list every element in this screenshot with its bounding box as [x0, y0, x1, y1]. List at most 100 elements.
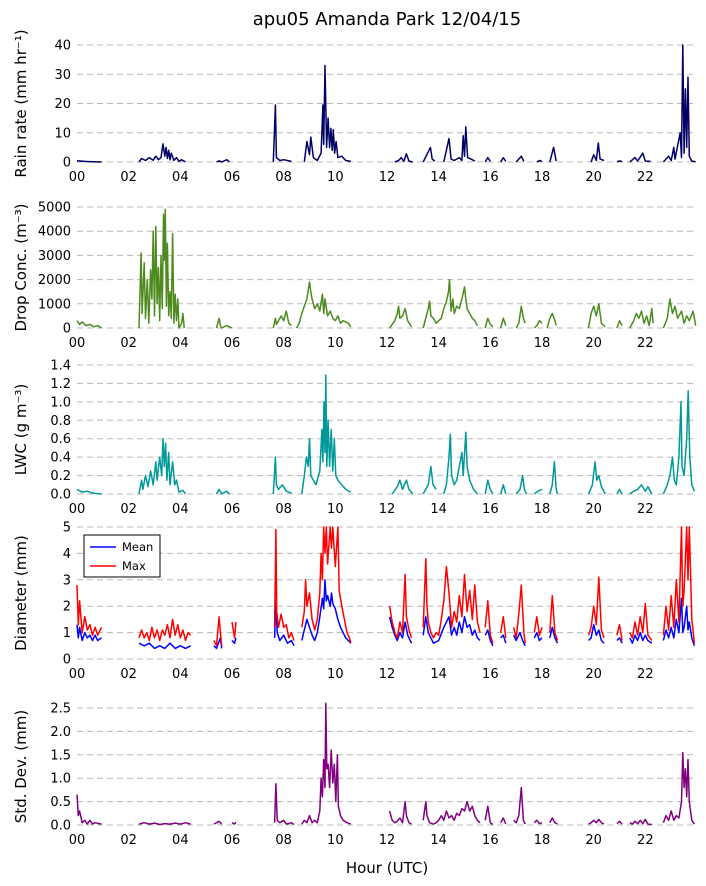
- series-line-data: [616, 160, 623, 163]
- series-line-data: [484, 156, 491, 163]
- x-tick-label: 02: [120, 502, 137, 517]
- series-line-max: [231, 621, 237, 639]
- series-line-data: [213, 820, 223, 825]
- y-tick-label: 0: [63, 653, 71, 668]
- series-line-mean: [484, 629, 494, 647]
- y-tick-label: 2000: [38, 273, 71, 288]
- y-tick-label: 2.5: [50, 702, 71, 717]
- x-tick-label: 22: [637, 170, 654, 185]
- series-line-data: [138, 208, 185, 329]
- x-tick-label: 00: [69, 170, 86, 185]
- x-tick-label: 16: [482, 502, 499, 517]
- series-line-data: [76, 160, 102, 163]
- series-line-data: [272, 456, 292, 495]
- x-tick-label: 22: [637, 833, 654, 848]
- series-line-max: [549, 594, 559, 641]
- series-line-mean: [388, 616, 413, 644]
- y-tick-label: 5000: [38, 201, 71, 216]
- y-tick-label: 20: [54, 97, 71, 112]
- series-line-data: [391, 479, 414, 495]
- series-line-data: [138, 437, 187, 495]
- series-line-data: [138, 143, 186, 163]
- series-line-data: [616, 488, 623, 495]
- series-line-mean: [301, 579, 352, 644]
- series-line-max: [512, 584, 526, 644]
- y-tick-label: 40: [54, 39, 71, 54]
- series-line-max: [616, 623, 623, 641]
- series-line-data: [295, 281, 352, 329]
- x-tick-label: 16: [482, 170, 499, 185]
- series-line-max: [388, 573, 413, 639]
- y-tick-label: 0.8: [50, 414, 71, 429]
- series-line-mean: [512, 631, 526, 647]
- series-line-data: [616, 820, 623, 825]
- series-line-data: [515, 305, 526, 329]
- series-line-data: [301, 702, 352, 825]
- x-tick-label: 14: [430, 667, 447, 682]
- series-line-data: [662, 751, 696, 825]
- series-line-max: [662, 526, 696, 644]
- series-line-data: [484, 805, 494, 826]
- series-line-data: [272, 104, 292, 163]
- x-tick-label: 18: [534, 170, 551, 185]
- y-tick-label: 30: [54, 68, 71, 83]
- series-line-data: [76, 320, 102, 329]
- series-line-data: [484, 317, 494, 329]
- y-tick-label: 2: [63, 600, 71, 615]
- series-line-max: [138, 618, 192, 642]
- series-line-max: [301, 526, 352, 644]
- y-tick-label: 1.0: [50, 772, 71, 787]
- series-line-data: [629, 484, 653, 495]
- x-tick-label: 22: [637, 667, 654, 682]
- chart-panel-5: 0.0 0.5 1.0 1.5 2.0 2.5 Std. Dev. (mm) 00 02 04 06…: [12, 702, 697, 848]
- y-tick-label: 1.0: [50, 395, 71, 410]
- x-tick-label: 10: [327, 833, 344, 848]
- x-tick-label: 22: [637, 502, 654, 517]
- series-line-data: [662, 298, 697, 329]
- legend-label-max: Max: [122, 559, 146, 573]
- series-line-data: [138, 821, 191, 826]
- series-line-data: [422, 465, 437, 495]
- x-tick-label: 12: [379, 667, 396, 682]
- x-tick-label: 04: [172, 667, 189, 682]
- series-line-data: [301, 374, 352, 495]
- x-tick-label: 22: [637, 336, 654, 351]
- x-tick-label: 00: [69, 667, 86, 682]
- series-line-mean: [138, 642, 192, 650]
- series-line-mean: [76, 624, 102, 642]
- series-line-data: [303, 64, 351, 163]
- series-line-data: [443, 126, 476, 163]
- y-tick-label: 0.6: [50, 432, 71, 447]
- y-tick-label: 5: [63, 521, 71, 536]
- x-tick-label: 06: [224, 502, 241, 517]
- series-line-data: [216, 158, 230, 163]
- x-tick-label: 08: [275, 833, 292, 848]
- x-tick-label: 08: [275, 170, 292, 185]
- x-tick-label: 06: [224, 833, 241, 848]
- series-line-data: [587, 461, 606, 495]
- x-tick-label: 20: [585, 667, 602, 682]
- x-tick-label: 02: [120, 170, 137, 185]
- series-line-data: [500, 817, 507, 825]
- y-axis-label: Std. Dev. (mm): [12, 710, 30, 823]
- series-line-data: [629, 152, 651, 163]
- y-tick-label: 0.5: [50, 795, 71, 810]
- y-tick-label: 1: [63, 626, 71, 641]
- x-tick-label: 06: [224, 336, 241, 351]
- x-tick-label: 10: [327, 502, 344, 517]
- x-tick-label: 18: [534, 667, 551, 682]
- series-line-data: [422, 278, 479, 329]
- series-line-max: [76, 585, 103, 636]
- x-tick-label: 12: [379, 502, 396, 517]
- x-tick-label: 14: [430, 170, 447, 185]
- y-tick-label: 1.2: [50, 377, 71, 392]
- x-axis-label: Hour (UTC): [346, 859, 428, 877]
- x-tick-label: 20: [585, 170, 602, 185]
- y-tick-label: 0.0: [50, 819, 71, 834]
- series-line-data: [546, 312, 557, 329]
- x-tick-label: 16: [482, 833, 499, 848]
- y-axis-label: Rain rate (mm hr⁻¹): [12, 29, 30, 177]
